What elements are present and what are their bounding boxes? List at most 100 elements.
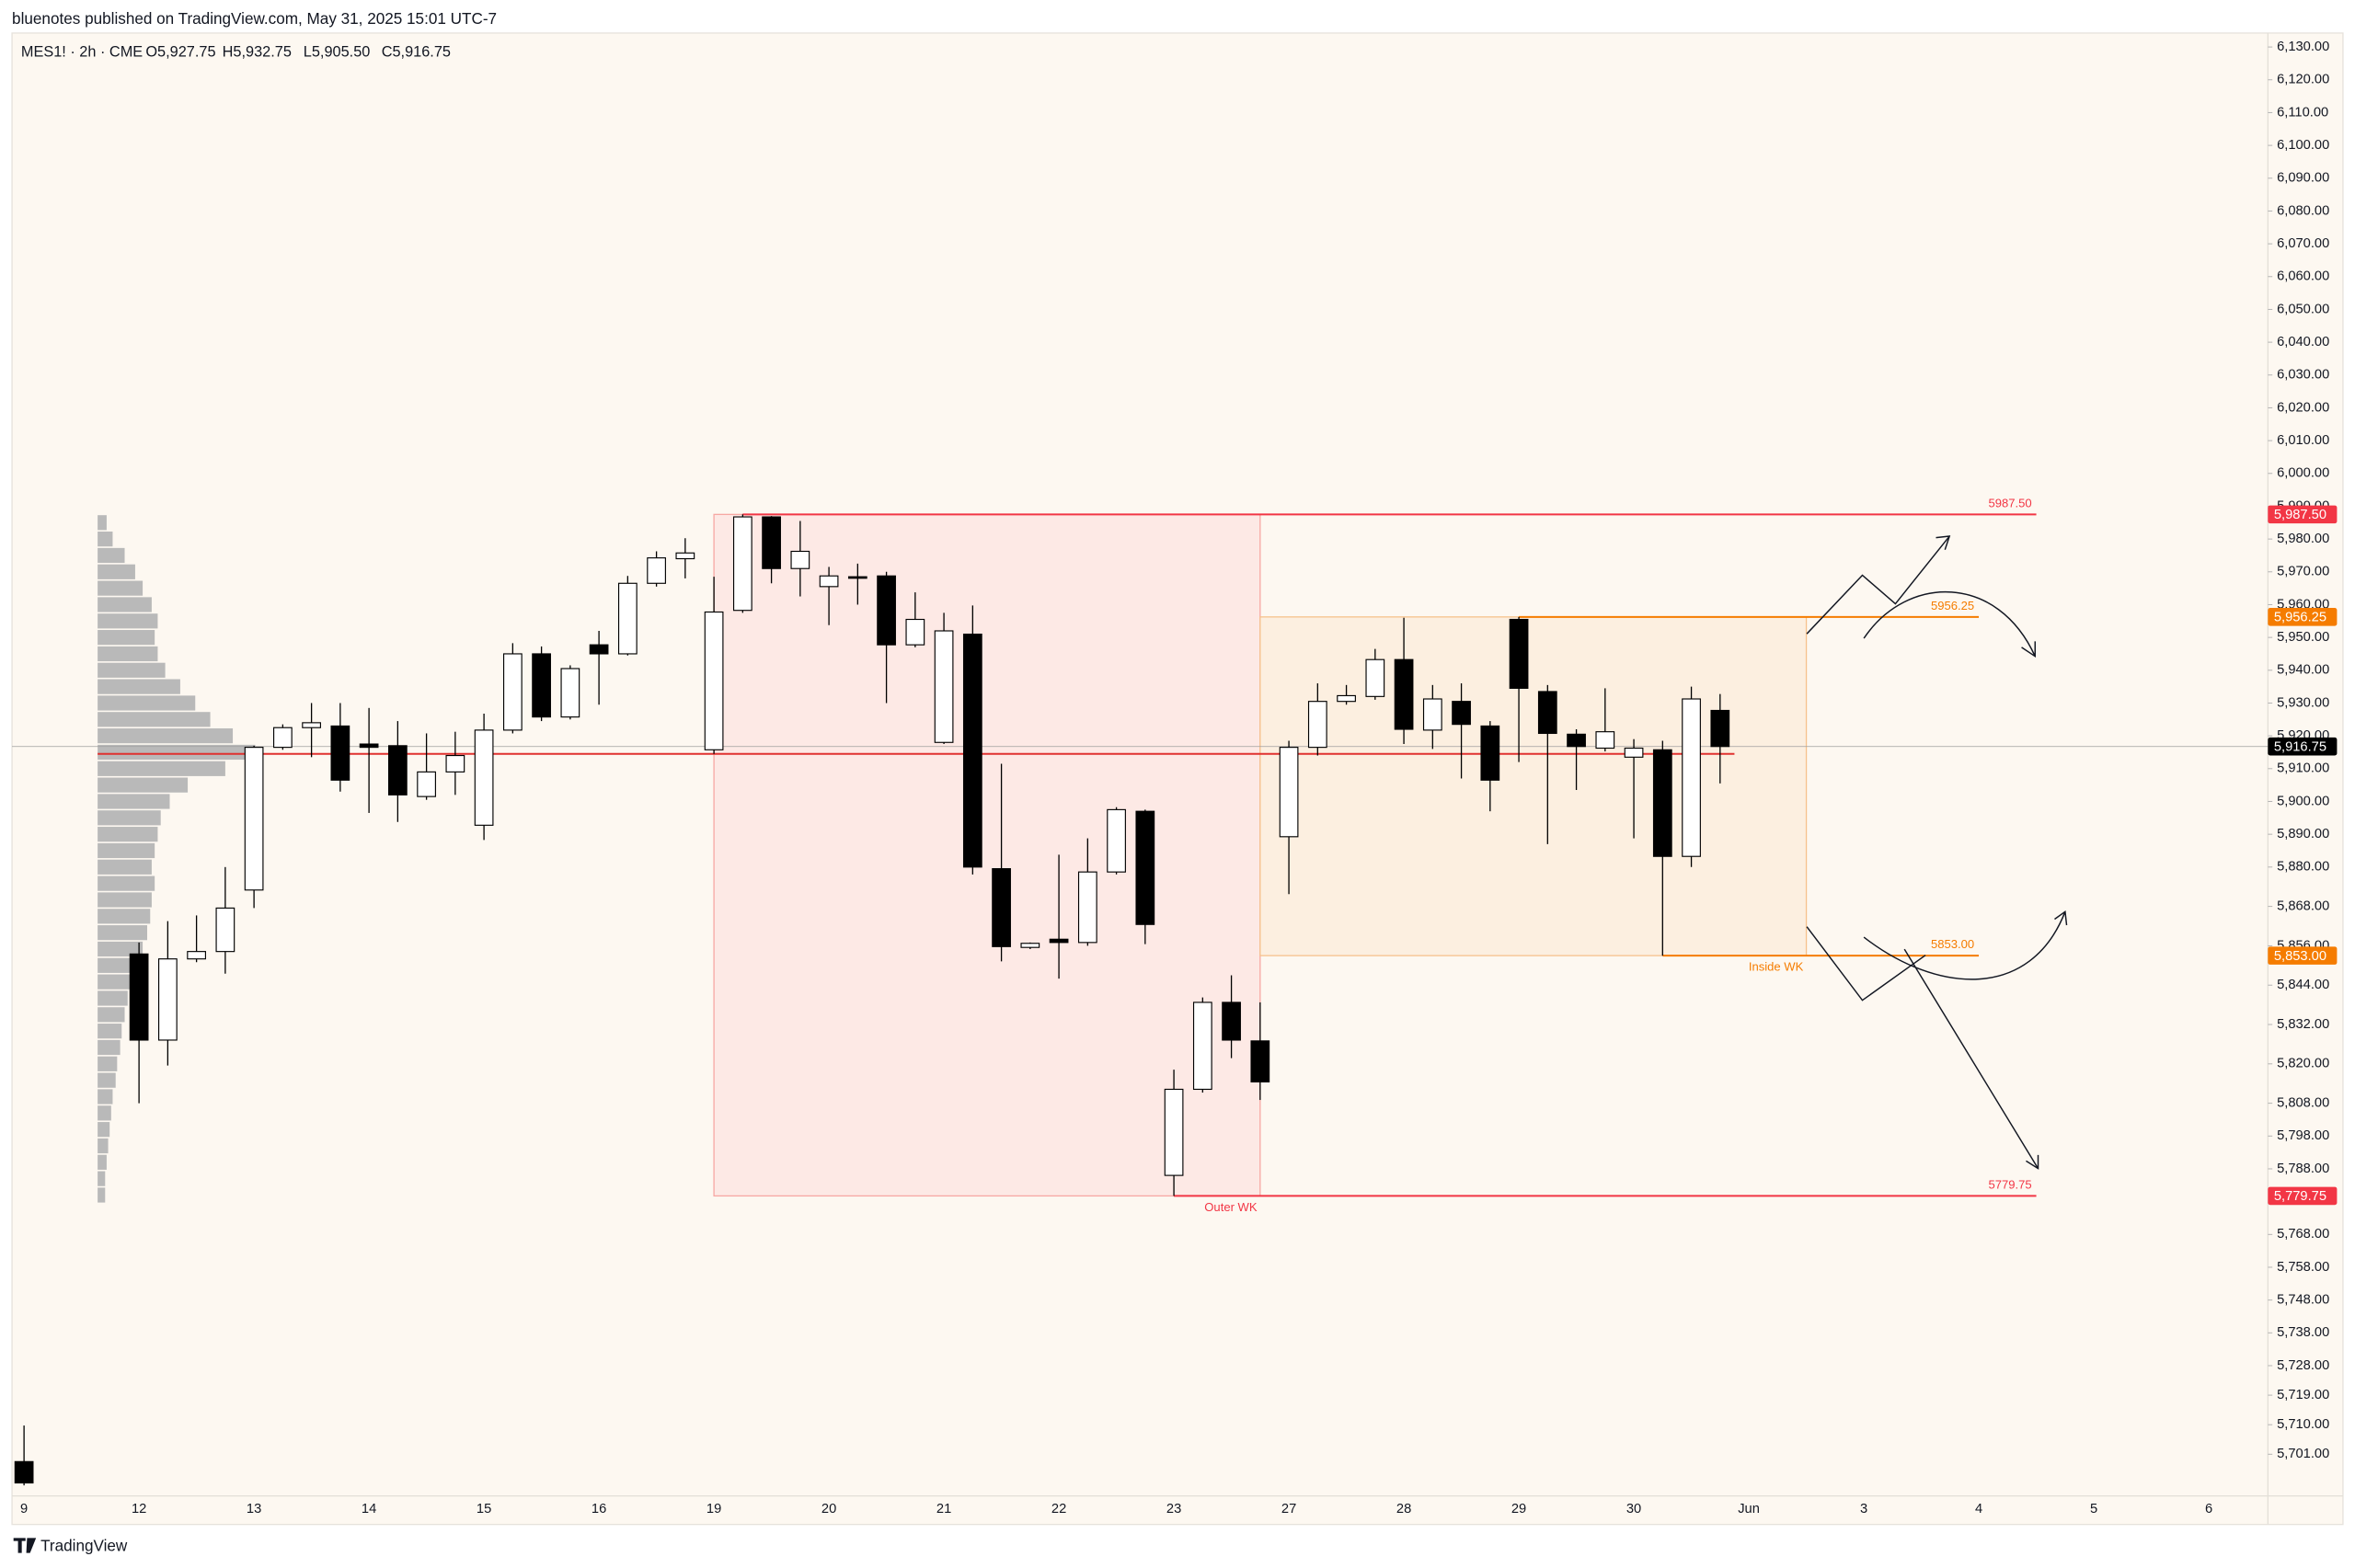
candle-body — [877, 575, 896, 646]
arrow — [1903, 948, 2039, 1169]
candle-body — [1422, 698, 1442, 731]
candle-body — [187, 951, 206, 960]
candle-body — [1164, 1088, 1184, 1176]
candle-body — [359, 743, 379, 749]
y-tick-label: 5,970.00 — [2277, 565, 2329, 579]
profile-bar — [98, 1056, 118, 1071]
candle-body — [905, 618, 925, 646]
y-tick-label: 5,980.00 — [2277, 532, 2329, 546]
profile-bar — [98, 564, 135, 579]
profile-bar — [98, 580, 144, 596]
candle-body — [1394, 658, 1414, 730]
y-tick-label: 5,844.00 — [2277, 978, 2329, 992]
profile-bar — [98, 1171, 106, 1186]
x-tick-label: 16 — [592, 1502, 606, 1516]
candle-body — [1480, 725, 1500, 781]
ohlc-open: O5,927.75 — [145, 43, 215, 60]
candle-body — [560, 668, 580, 718]
candle-body — [330, 725, 350, 781]
y-tick-label: 5,890.00 — [2277, 827, 2329, 841]
publish-title: bluenotes published on TradingView.com, … — [12, 9, 497, 28]
profile-bar — [98, 842, 155, 859]
x-tick-label: 5 — [2090, 1502, 2097, 1516]
x-tick-label: 28 — [1396, 1502, 1411, 1516]
profile-bar — [98, 1138, 109, 1154]
candle-body — [215, 907, 236, 953]
candle-body — [617, 582, 638, 655]
ohlc-low: L5,905.50 — [304, 43, 371, 60]
candle-body — [1452, 701, 1471, 726]
brand-logo — [13, 1538, 37, 1553]
profile-bar — [98, 941, 144, 957]
candle-body — [1365, 658, 1385, 697]
profile-bar — [98, 532, 113, 547]
candle-body — [647, 557, 666, 584]
profile-bar — [98, 777, 189, 793]
profile-bar — [98, 761, 225, 776]
candle-body — [157, 958, 178, 1041]
y-tick-label: 6,050.00 — [2277, 302, 2329, 316]
profile-bar — [98, 827, 158, 842]
profile-bar — [98, 990, 128, 1006]
x-tick-label: 12 — [132, 1502, 146, 1516]
profile-bar — [98, 695, 196, 711]
y-tick-label: 6,070.00 — [2277, 236, 2329, 251]
x-tick-label: 9 — [20, 1502, 28, 1516]
candle-body — [474, 729, 494, 826]
x-tick-label: Jun — [1738, 1502, 1760, 1516]
candle-body — [532, 653, 551, 718]
y-tick-label: 6,040.00 — [2277, 335, 2329, 349]
level-label: 5779.75 — [1988, 1177, 2031, 1191]
y-tick-label: 5,788.00 — [2277, 1162, 2329, 1176]
candle-body — [1624, 747, 1644, 758]
y-tick-label: 6,120.00 — [2277, 73, 2329, 87]
candle-body — [502, 653, 523, 731]
profile-bar — [98, 1072, 116, 1088]
candle-body — [272, 727, 293, 749]
zone-label: Inside WK — [1749, 960, 1804, 974]
y-tick-label: 6,020.00 — [2277, 400, 2329, 415]
level-label: 5853.00 — [1931, 937, 1974, 951]
candle-body — [762, 516, 781, 569]
candle-body — [1279, 747, 1299, 838]
candle-body — [1020, 943, 1040, 948]
profile-bar — [98, 810, 161, 826]
symbol-legend: MES1! · 2h · CME O5,927.75 H5,932.75 L5,… — [21, 43, 451, 60]
zone — [713, 513, 1261, 1197]
y-tick-label: 5,719.00 — [2277, 1388, 2329, 1402]
profile-bar — [98, 1007, 125, 1023]
x-tick-label: 22 — [1051, 1502, 1066, 1516]
profile-bar — [98, 597, 152, 612]
candle-body — [1222, 1001, 1241, 1041]
profile-bar — [98, 859, 152, 875]
y-tick-label: 5,701.00 — [2277, 1447, 2329, 1461]
profile-bar — [98, 646, 158, 662]
profile-bar — [98, 876, 155, 891]
y-tick-label: 5,768.00 — [2277, 1227, 2329, 1242]
x-tick-label: 13 — [247, 1502, 261, 1516]
y-tick-label: 6,100.00 — [2277, 138, 2329, 153]
candle-body — [1710, 709, 1730, 748]
candle-body — [1682, 698, 1701, 857]
candle-body — [675, 552, 695, 560]
profile-bar — [98, 744, 256, 761]
profile-bar — [98, 662, 166, 678]
zone — [1259, 616, 1808, 956]
candle-body — [1595, 731, 1615, 750]
y-tick-label: 5,880.00 — [2277, 860, 2329, 875]
candle-body — [1509, 618, 1529, 689]
candle-body — [1307, 701, 1327, 749]
y-tick-label: 5,950.00 — [2277, 630, 2329, 645]
profile-bar — [98, 1105, 111, 1121]
brand-name: TradingView — [40, 1537, 128, 1555]
candle-body — [589, 644, 609, 655]
candle-body — [387, 745, 408, 795]
x-tick-label: 21 — [936, 1502, 951, 1516]
candle-body — [244, 747, 264, 891]
y-tick-label: 5,930.00 — [2277, 695, 2329, 710]
y-tick-label: 5,748.00 — [2277, 1293, 2329, 1308]
y-tick-label: 5,738.00 — [2277, 1325, 2329, 1340]
symbol: MES1! · 2h · CME — [21, 43, 143, 60]
